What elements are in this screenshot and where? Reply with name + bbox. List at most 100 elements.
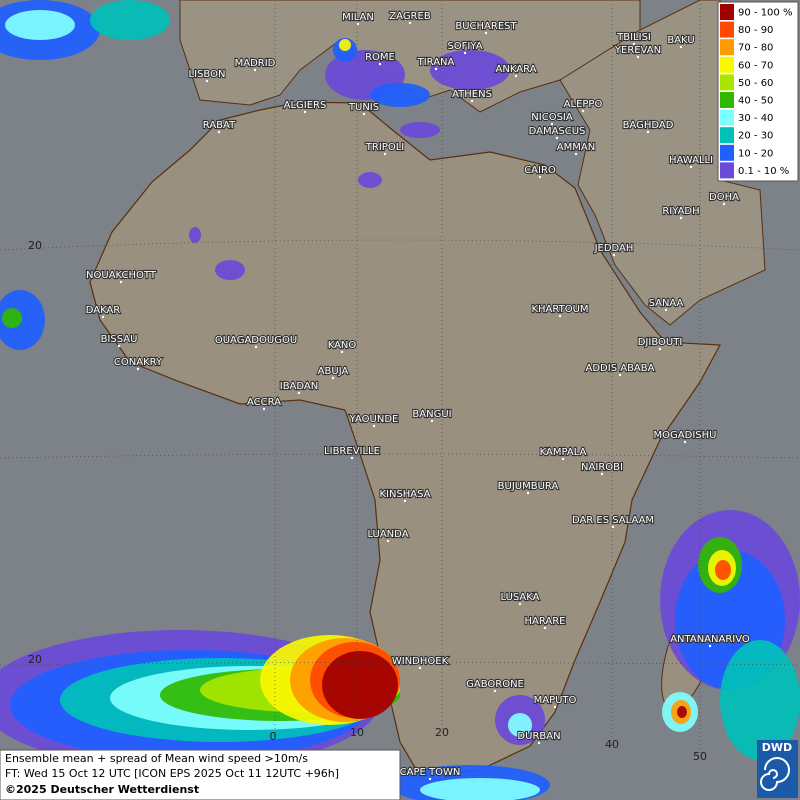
city-dot: [253, 68, 257, 72]
logo-text: DWD: [762, 741, 792, 754]
city-dot: [383, 152, 387, 156]
city-dot: [372, 424, 376, 428]
city-label: JEDDAH: [594, 243, 634, 254]
city-label: SANAA: [649, 298, 684, 309]
labels: MILAN ZAGREB BUCHAREST TBILISI BAKU SOFIYA YER…: [28, 10, 751, 781]
city-dot: [537, 741, 541, 745]
legend-swatch: [720, 4, 734, 20]
city-dot: [386, 539, 390, 543]
city-label: NICOSIA: [531, 112, 573, 123]
probability-area: [90, 0, 170, 40]
city-label: RABAT: [203, 120, 236, 131]
city-label: CAPE TOWN: [400, 767, 461, 778]
legend-label: 80 - 90: [738, 25, 773, 36]
legend-swatch: [720, 127, 734, 144]
probability-area: [5, 10, 75, 40]
graticule-label: 0: [270, 730, 277, 743]
caption-line: ©2025 Deutscher Wetterdienst: [5, 783, 199, 796]
city-dot: [618, 373, 622, 377]
city-label: KHARTOUM: [531, 304, 588, 315]
city-label: ABUJA: [318, 366, 349, 377]
city-dot: [408, 21, 412, 25]
probability-area: [215, 260, 245, 280]
legend-swatch: [720, 74, 734, 91]
city-dot: [683, 440, 687, 444]
city-label: ZAGREB: [389, 11, 431, 22]
city-dot: [646, 130, 650, 134]
city-label: ADDIS ABABA: [586, 363, 655, 374]
legend-label: 0.1 - 10 %: [738, 166, 789, 177]
parallel: [0, 239, 800, 251]
city-label: HAWALLI: [669, 155, 713, 166]
legend-swatch: [720, 21, 734, 38]
city-label: NAIROBI: [581, 462, 623, 473]
city-label: ANTANANARIVO: [670, 634, 750, 645]
legend-swatch: [720, 144, 734, 161]
city-dot: [340, 350, 344, 354]
probability-area: [370, 83, 430, 107]
city-label: KANO: [328, 340, 357, 351]
logo-swirl: [760, 757, 790, 791]
legend-label: 70 - 80: [738, 43, 773, 54]
city-dot: [362, 112, 366, 116]
probability-area: [720, 640, 800, 760]
probability-area: [189, 227, 201, 243]
city-dot: [430, 419, 434, 423]
graticule-label: 20: [435, 726, 449, 739]
caption-box: [0, 749, 401, 800]
legend-label: 20 - 30: [738, 131, 773, 142]
graticule-label: 40: [605, 738, 619, 751]
city-label: DAMASCUS: [529, 126, 586, 137]
legend-label: 40 - 50: [738, 96, 773, 107]
city-label: NOUAKCHOTT: [86, 270, 157, 281]
city-dot: [117, 344, 121, 348]
city-dot: [636, 55, 640, 59]
probability-area: [677, 706, 687, 718]
legend-swatch: [720, 56, 734, 73]
city-dot: [297, 391, 301, 395]
legend-swatch: [720, 92, 734, 108]
city-dot: [679, 216, 683, 220]
city-dot: [356, 22, 360, 26]
city-dot: [493, 689, 497, 693]
city-dot: [689, 165, 693, 169]
city-label: ACCRA: [247, 397, 281, 408]
city-label: SOFIYA: [447, 41, 482, 52]
city-dot: [434, 67, 438, 71]
probability-area: [339, 39, 351, 51]
asia: [559, 0, 766, 326]
city-dot: [553, 705, 557, 709]
probability-area: [400, 122, 440, 138]
legend-label: 10 - 20: [738, 148, 773, 159]
city-dot: [632, 42, 636, 46]
city-label: KAMPALA: [540, 447, 587, 458]
city-label: BAGHDAD: [623, 120, 674, 131]
city-dot: [403, 499, 407, 503]
city-label: DAKAR: [86, 305, 121, 316]
city-dot: [428, 777, 432, 781]
city-label: BUCHAREST: [455, 21, 517, 32]
city-dot: [262, 407, 266, 411]
city-dot: [518, 602, 522, 606]
city-dot: [470, 99, 474, 103]
probability-area: [2, 308, 22, 328]
city-dot: [350, 456, 354, 460]
city-dot: [664, 308, 668, 312]
city-label: ALGIERS: [284, 100, 327, 111]
legend: 90 - 100 % 80 - 90 70 - 80 60 - 70 50 - 60 40…: [720, 4, 792, 179]
city-dot: [205, 79, 209, 83]
legend-swatch: [720, 162, 734, 179]
parallel: [0, 662, 800, 666]
city-label: RIYADH: [662, 206, 699, 217]
graticule-label: 20: [28, 653, 42, 666]
city-label: BAKU: [667, 35, 694, 46]
city-label: TIRANA: [417, 57, 455, 68]
city-dot: [217, 130, 221, 134]
city-label: LIBREVILLE: [324, 446, 380, 457]
caption-line: Ensemble mean + spread of Mean wind spee…: [5, 752, 308, 765]
legend-swatch: [720, 109, 734, 126]
city-dot: [538, 175, 542, 179]
city-label: OUAGADOUGOU: [215, 335, 297, 346]
city-dot: [514, 74, 518, 78]
